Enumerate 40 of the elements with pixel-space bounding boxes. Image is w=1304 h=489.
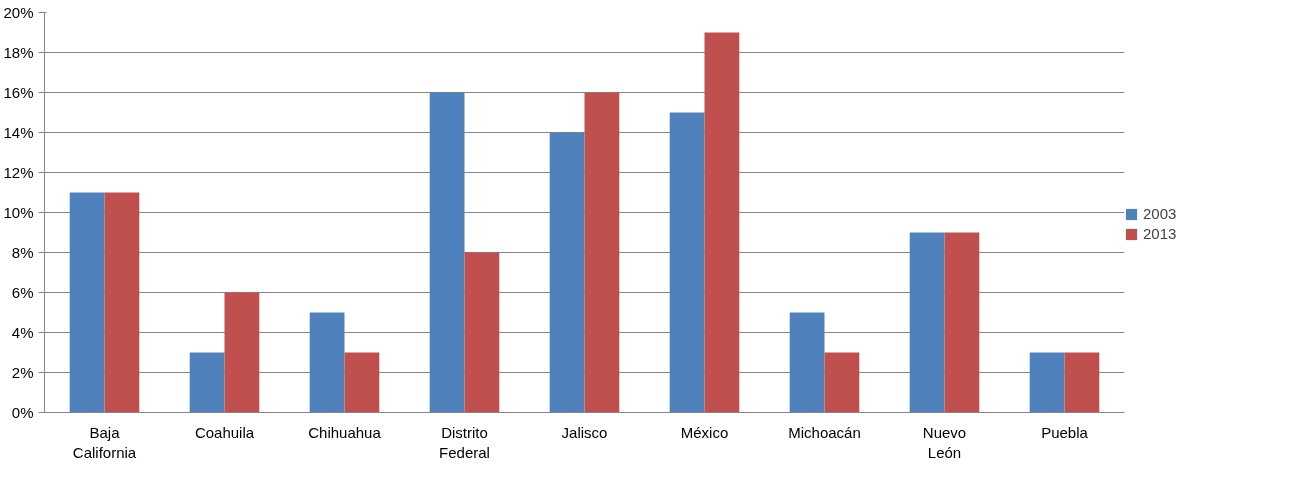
bar — [69, 192, 105, 413]
y-tick-label: 20% — [3, 4, 34, 21]
bar — [344, 352, 380, 413]
bar — [584, 92, 620, 413]
bar — [1029, 352, 1065, 413]
bar — [789, 312, 825, 413]
legend-label: 2003 — [1143, 205, 1177, 222]
bar — [224, 292, 260, 413]
y-tick-label: 18% — [3, 44, 34, 61]
x-tick-label: Chihuahua — [308, 423, 382, 441]
x-tick-label: Jalisco — [561, 423, 608, 441]
x-tick-label: Distrito Federal — [439, 423, 490, 461]
x-tick-label: Nuevo León — [922, 423, 967, 461]
y-tick-label: 12% — [3, 164, 34, 181]
bar — [909, 232, 945, 413]
y-tick-label: 10% — [3, 204, 34, 221]
bar — [309, 312, 345, 413]
y-tick-label: 4% — [11, 324, 34, 341]
x-tick-label: Puebla — [1041, 423, 1089, 441]
bar — [104, 192, 140, 413]
y-tick-label: 2% — [11, 364, 34, 381]
y-tick-label: 8% — [11, 244, 34, 261]
y-tick-label: 6% — [11, 284, 34, 301]
x-tick-label: Baja California — [72, 423, 137, 461]
legend-label: 2013 — [1143, 225, 1177, 242]
bar — [944, 232, 980, 413]
y-tick-label: 0% — [11, 404, 34, 421]
x-tick-label: México — [680, 423, 729, 441]
y-tick-label: 14% — [3, 124, 34, 141]
bar — [429, 92, 465, 413]
bar — [824, 352, 860, 413]
bar — [704, 32, 740, 413]
y-tick-label: 16% — [3, 84, 34, 101]
bar — [669, 112, 705, 413]
x-tick-label: Michoacán — [788, 423, 861, 441]
bar — [464, 252, 500, 413]
x-tick-label: Coahuila — [194, 423, 255, 441]
bar — [549, 132, 585, 413]
bar — [189, 352, 225, 413]
bar — [1064, 352, 1100, 413]
